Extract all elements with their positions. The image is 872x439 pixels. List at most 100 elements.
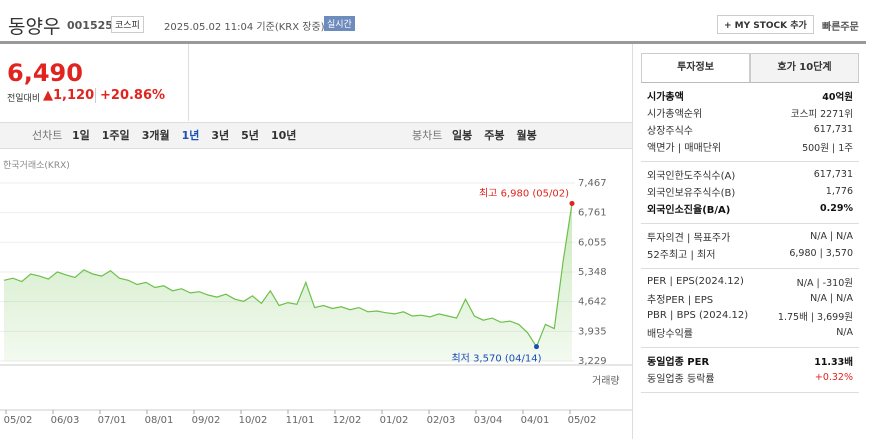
stock-name: 동양우 (8, 16, 61, 38)
low-point (534, 344, 539, 350)
info-row: 외국인소진율(B/A) 0.29% (647, 200, 853, 217)
panel-tabs: 투자정보 호가 10단계 (641, 53, 859, 83)
info-value: 1.75배 | 3,699원 (777, 311, 853, 323)
line-chart-label: 선차트 (32, 129, 63, 142)
info-value: N/A (836, 327, 853, 338)
period-tab[interactable]: 3년 (211, 129, 230, 142)
period-tab[interactable]: 3개월 (141, 129, 170, 142)
info-label: 시가총액 (647, 92, 684, 103)
quick-order[interactable]: 빠른주문 (822, 22, 859, 33)
info-label: PBR | BPS (2024.12) (647, 310, 749, 321)
info-label: 시가총액순위 (647, 109, 703, 120)
info-row: 동일업종 등락률 +0.32% (647, 369, 853, 386)
x-tick-label: 01/02 (380, 415, 409, 426)
info-label: 추정PER | EPS (647, 295, 714, 306)
info-value: +0.32% (814, 372, 853, 383)
info-value: 40억원 (822, 91, 853, 103)
info-section: PER | EPS(2024.12) N/A | -310원 추정PER | EPS… (641, 269, 859, 348)
info-section: 외국인한도주식수(A) 617,731 외국인보유주식수(B) 1,776 외국인소진율… (641, 162, 859, 224)
stock-code: 001525 (67, 19, 113, 32)
info-row: 추정PER | EPS N/A | N/A (647, 290, 853, 307)
change: ▲1,120 (43, 88, 95, 103)
x-tick-label: 07/01 (98, 415, 127, 426)
market-badge: 코스피 (111, 16, 144, 33)
x-tick-label: 05/02 (568, 415, 597, 426)
realtime-badge[interactable]: 실시간 (324, 16, 355, 31)
price-box (0, 44, 189, 121)
info-value: 617,731 (813, 124, 853, 135)
info-row: 52주최고 | 최저 6,980 | 3,570 (647, 245, 853, 262)
x-tick-label: 03/04 (474, 415, 503, 426)
info-label: 동일업종 PER (647, 357, 710, 368)
info-section: 투자의견 | 목표주가 N/A | N/A 52주최고 | 최저 6,980 | 3,… (641, 224, 859, 269)
info-label: 외국인보유주식수(B) (647, 188, 736, 199)
info-row: PER | EPS(2024.12) N/A | -310원 (647, 273, 853, 290)
period-tab[interactable]: 1일 (72, 129, 90, 142)
candle-tab[interactable]: 주봉 (484, 129, 505, 142)
info-label: 배당수익률 (647, 329, 693, 340)
panel-tab[interactable]: 투자정보 (641, 53, 750, 82)
x-tick-label: 10/02 (239, 415, 268, 426)
price-area: 6,490 전일대비 ▲1,120 +20.86% (0, 44, 633, 122)
x-tick-label: 08/01 (145, 415, 174, 426)
period-tabs: 선차트 1일 1주일 3개월 1년 3년 5년 10년 봉차트 일봉 주봉 월봉 (0, 122, 632, 149)
y-tick-label: 3,229 (578, 356, 607, 367)
info-label: PER | EPS(2024.12) (647, 276, 744, 287)
info-row: 외국인보유주식수(B) 1,776 (647, 183, 853, 200)
x-tick-label: 12/02 (333, 415, 362, 426)
info-value: 500원 | 1주 (802, 142, 853, 154)
mystock-button[interactable]: + MY STOCK 추가 (717, 15, 814, 34)
period-tab[interactable]: 1주일 (101, 129, 130, 142)
info-label: 상장주식수 (647, 126, 693, 137)
info-value: N/A | N/A (810, 231, 853, 242)
x-tick-label: 05/02 (4, 415, 33, 426)
chart: 거래량 3,229 3,935 4,642 5,348 6,055 6,761 7,467 최… (0, 178, 632, 426)
x-tick-label: 04/01 (521, 415, 550, 426)
datetime: 2025.05.02 11:04 기준(KRX 장중) (164, 22, 325, 33)
high-point (569, 200, 575, 206)
candle-tab[interactable]: 월봉 (516, 129, 537, 142)
change-rate: +20.86% (95, 88, 165, 103)
info-value: 11.33배 (814, 356, 853, 368)
info-row: 외국인한도주식수(A) 617,731 (647, 166, 853, 183)
info-label: 외국인한도주식수(A) (647, 171, 736, 182)
info-row: 시가총액 40억원 (647, 87, 853, 104)
x-tick-label: 02/03 (427, 415, 456, 426)
info-label: 투자의견 | 목표주가 (647, 233, 731, 244)
source: 한국거래소(KRX) (3, 161, 70, 171)
info-row: 액면가 | 매매단위 500원 | 1주 (647, 138, 853, 155)
info-row: 배당수익률 N/A (647, 324, 853, 341)
header-rule (0, 41, 866, 44)
info-label: 52주최고 | 최저 (647, 250, 716, 261)
period-tab[interactable]: 1년 (181, 129, 200, 142)
info-value: 617,731 (813, 169, 853, 180)
info-value: N/A | N/A (810, 293, 853, 304)
y-tick-label: 4,642 (578, 297, 607, 308)
high-label: 최고 6,980 (05/02) (479, 187, 569, 199)
y-tick-label: 7,467 (578, 178, 607, 189)
panel-tab[interactable]: 호가 10단계 (750, 53, 859, 82)
current-price: 6,490 (7, 59, 83, 87)
x-tick-label: 06/03 (51, 415, 80, 426)
divider (632, 44, 633, 439)
y-tick-label: 5,348 (578, 267, 607, 278)
info-row: PBR | BPS (2024.12) 1.75배 | 3,699원 (647, 307, 853, 324)
candle-chart-label: 봉차트 (412, 129, 443, 142)
candle-tab[interactable]: 일봉 (452, 129, 473, 142)
change-label: 전일대비 (7, 94, 41, 104)
info-row: 시가총액순위 코스피 2271위 (647, 104, 853, 121)
line-tabs: 1일 1주일 3개월 1년 3년 5년 10년 (72, 123, 308, 148)
price-line (3, 203, 573, 349)
info-label: 동일업종 등락률 (647, 374, 715, 385)
volume-label: 거래량 (592, 375, 620, 387)
period-tab[interactable]: 10년 (270, 129, 297, 142)
period-tab[interactable]: 5년 (241, 129, 259, 142)
y-tick-label: 6,761 (578, 208, 607, 219)
info-label: 외국인소진율(B/A) (647, 205, 731, 216)
info-row: 상장주식수 617,731 (647, 121, 853, 138)
low-label: 최저 3,570 (04/14) (451, 353, 541, 365)
info-value: 1,776 (825, 186, 853, 197)
